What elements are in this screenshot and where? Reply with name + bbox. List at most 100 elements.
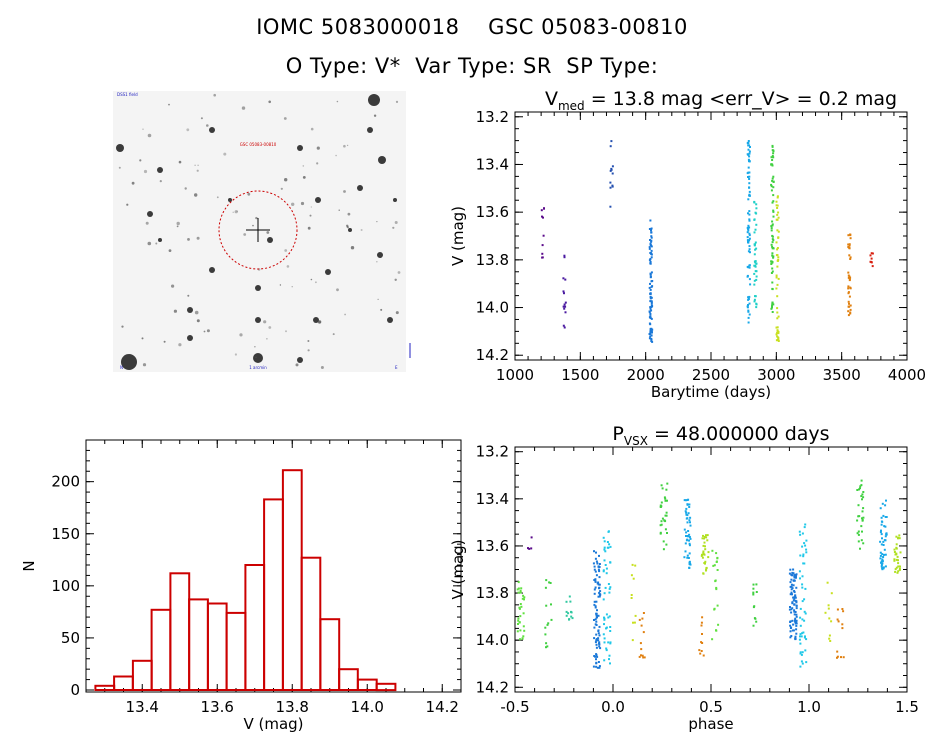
data-point (884, 553, 887, 556)
data-point (568, 618, 571, 621)
data-point (753, 279, 756, 282)
data-point (642, 612, 645, 614)
data-point (549, 582, 552, 584)
data-point (776, 311, 779, 314)
data-point (603, 659, 606, 662)
data-point (703, 541, 706, 544)
data-point (665, 511, 668, 514)
data-point (789, 627, 792, 629)
data-point (895, 535, 898, 538)
data-point (595, 574, 598, 577)
data-point (685, 499, 688, 502)
data-point (770, 225, 773, 228)
data-point (747, 266, 750, 269)
data-point (598, 563, 601, 565)
data-point (899, 551, 902, 554)
data-point (858, 488, 860, 491)
data-point (689, 521, 691, 524)
data-point (895, 543, 898, 546)
data-point (771, 301, 774, 304)
data-point (799, 533, 802, 536)
data-point (665, 488, 668, 491)
data-point (794, 575, 797, 577)
data-point (712, 564, 715, 567)
data-point (771, 241, 774, 244)
data-point (801, 586, 804, 589)
data-point (771, 155, 774, 157)
data-point (649, 296, 652, 298)
data-point (649, 282, 651, 285)
data-point (519, 638, 521, 641)
data-point (649, 306, 652, 309)
data-point (849, 286, 852, 289)
y-axis-label: V (mag) (449, 539, 467, 599)
data-point (897, 565, 900, 568)
data-point (894, 570, 897, 573)
data-point (793, 597, 796, 600)
data-point (598, 583, 601, 586)
x-tick-label: -0.5 (500, 698, 529, 716)
data-point (776, 195, 779, 198)
data-point (746, 239, 749, 242)
data-point (595, 643, 598, 646)
x-tick-label: 1000 (496, 366, 534, 384)
data-point (795, 632, 798, 635)
data-point (775, 200, 778, 203)
data-point (754, 248, 757, 251)
data-point (659, 505, 662, 508)
data-point (883, 548, 886, 551)
data-point (772, 209, 775, 212)
data-point (803, 598, 806, 601)
data-point (847, 271, 850, 274)
data-point (649, 331, 652, 334)
data-point (754, 265, 757, 268)
data-point (593, 550, 595, 553)
data-point (702, 572, 705, 575)
data-point (770, 156, 773, 159)
data-point (799, 624, 802, 627)
data-point (883, 525, 886, 528)
data-point (596, 655, 599, 658)
data-point (880, 533, 883, 536)
data-point (517, 623, 519, 625)
data-point (805, 638, 808, 641)
data-point (517, 619, 520, 622)
data-point (794, 619, 796, 622)
data-point (631, 563, 634, 566)
data-point (747, 309, 750, 312)
data-point (794, 638, 797, 641)
data-point (881, 562, 884, 565)
data-point (562, 305, 565, 308)
data-point (847, 310, 850, 313)
x-tick-label: 14.0 (351, 698, 384, 716)
data-point (747, 241, 750, 244)
data-point (882, 544, 885, 546)
data-point (648, 247, 651, 250)
data-point (689, 516, 692, 519)
data-point (650, 338, 653, 341)
data-point (860, 479, 863, 482)
data-point (599, 647, 602, 650)
data-point (650, 240, 653, 243)
data-point (798, 638, 801, 641)
data-point (828, 637, 831, 640)
data-point (649, 275, 652, 278)
data-point (642, 656, 645, 659)
data-point (609, 205, 612, 208)
data-point (604, 564, 607, 566)
data-point (795, 573, 798, 576)
data-point (748, 155, 751, 158)
x-tick-label: 2000 (627, 366, 665, 384)
data-point (752, 593, 755, 596)
data-point (792, 629, 795, 632)
data-point (595, 661, 598, 664)
data-point (746, 172, 749, 175)
data-point (650, 244, 652, 247)
data-point (686, 521, 689, 524)
data-point (649, 272, 652, 275)
data-point (660, 520, 663, 523)
data-point (664, 499, 667, 502)
data-point (602, 598, 605, 601)
data-point (755, 262, 758, 265)
data-point (688, 544, 691, 547)
